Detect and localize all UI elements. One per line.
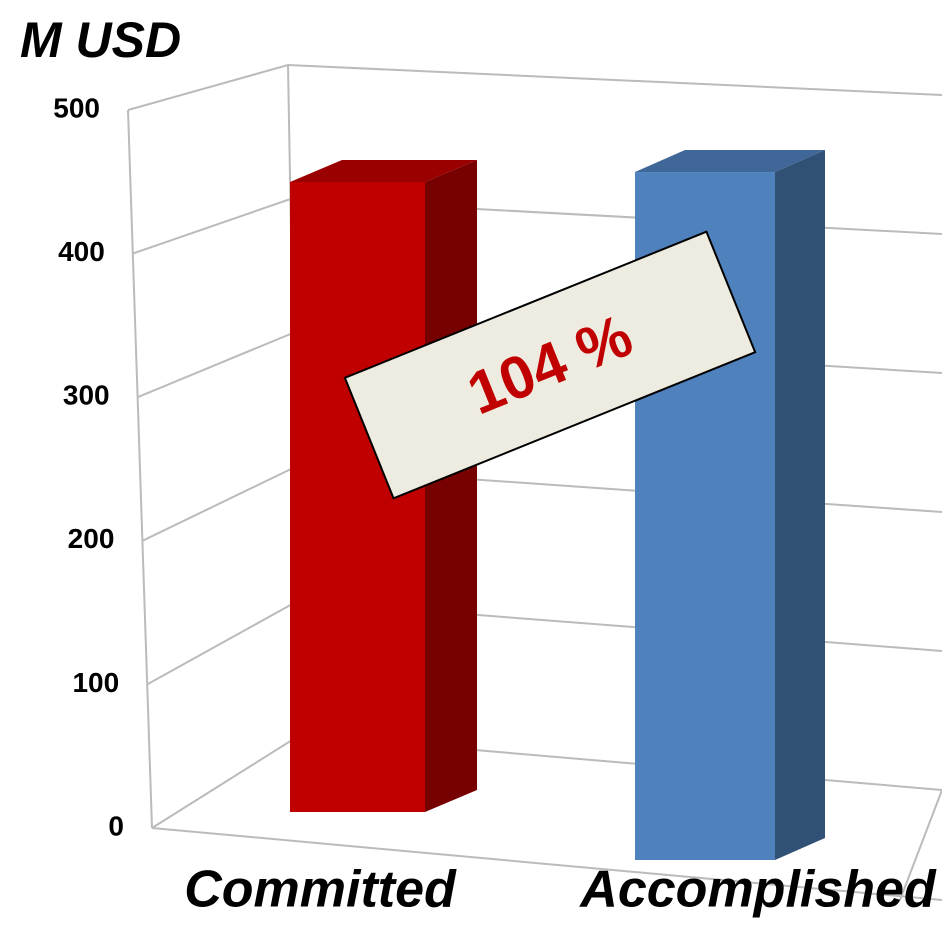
floor-edge [151,827,942,901]
y-tick-label: 100 [72,667,119,698]
x-tick-label: Committed [184,861,457,919]
y-tick-label: 500 [53,92,100,123]
bar-front [290,182,425,812]
axis-unit-label: M USD [20,12,181,68]
annotation: 104 % [343,230,757,500]
y-tick-label: 0 [108,810,124,841]
bar [290,160,477,812]
y-tick-label: 400 [58,236,105,267]
y-tick-label: 200 [68,523,115,554]
x-tick-label: Accomplished [578,861,937,919]
bar-top [635,150,825,173]
bar-side [425,160,477,812]
annotation-box [343,230,757,500]
grid-line [127,63,942,111]
bar-side [775,150,825,861]
bar-top [290,160,477,182]
left-wall-edge [127,109,153,829]
bars: Committed Accomplished [184,150,937,919]
floor-right-edge [899,789,942,901]
y-tick-label: 300 [63,380,110,411]
